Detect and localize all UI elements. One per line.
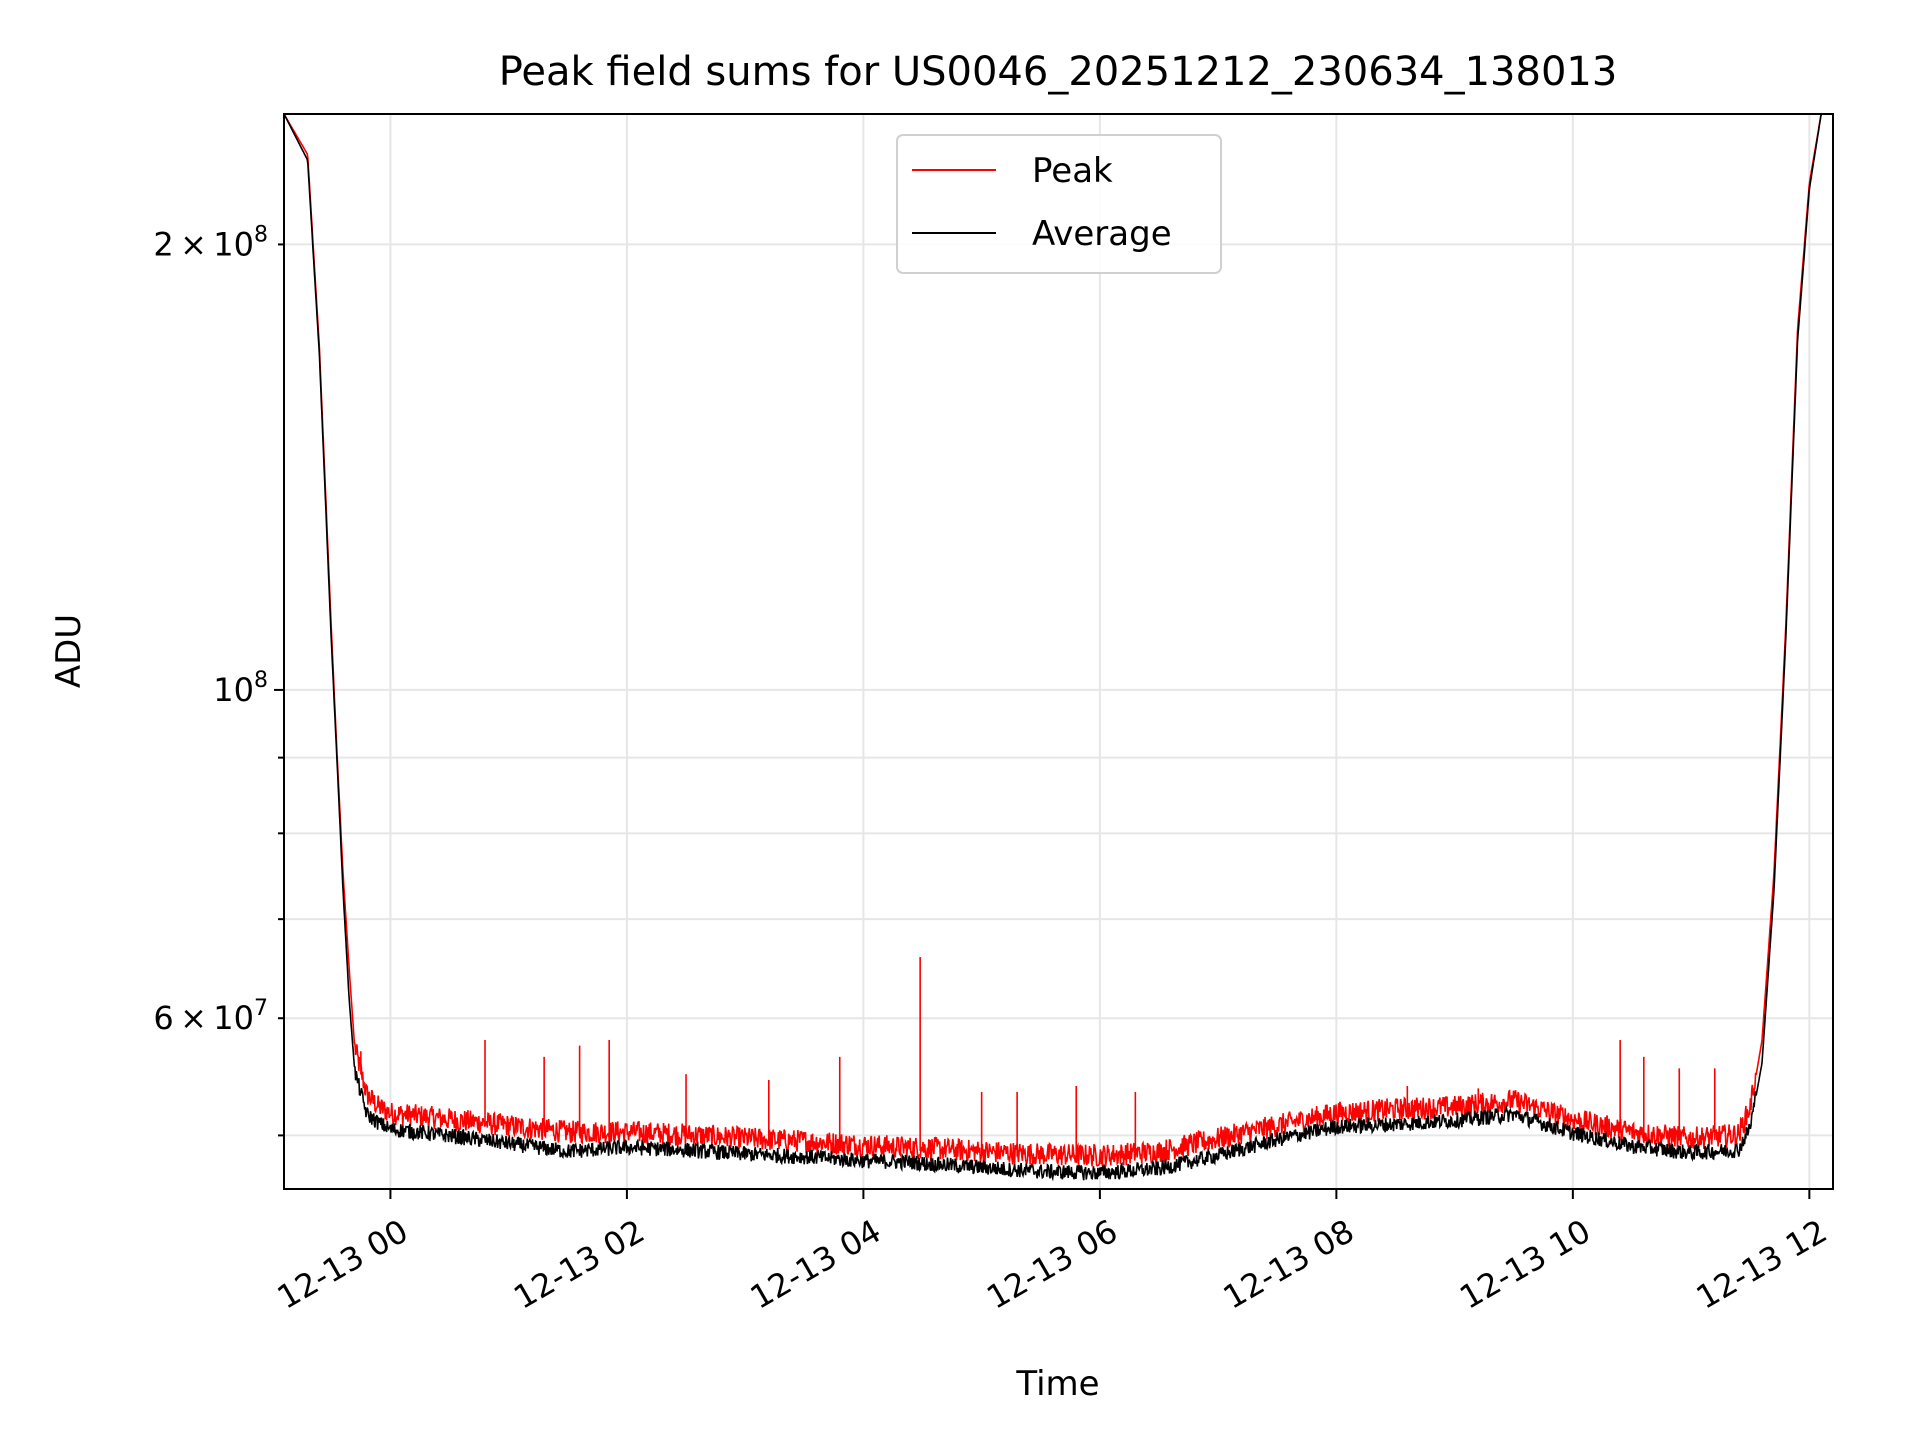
series-line-average — [284, 114, 1833, 1182]
y-axis-label: ADU — [49, 614, 89, 688]
legend-peak-label: Peak — [1032, 151, 1113, 191]
x-axis-label: Time — [1015, 1364, 1099, 1404]
chart-title: Peak field sums for US0046_20251212_2306… — [499, 49, 1618, 95]
series-layer — [284, 114, 1833, 1182]
plot-frame — [283, 113, 1834, 1190]
y-tick-label: 108 — [213, 668, 268, 709]
legend-average-label: Average — [1032, 214, 1172, 254]
y-axis-ticks: 6 × 107 2 × 108 108 — [153, 222, 284, 1137]
legend: Peak Average — [896, 134, 1222, 274]
series-line-peak — [284, 114, 1833, 1167]
y-tick-label: 2 × 108 — [153, 222, 268, 263]
y-tick-label: 6 × 107 — [153, 996, 268, 1037]
